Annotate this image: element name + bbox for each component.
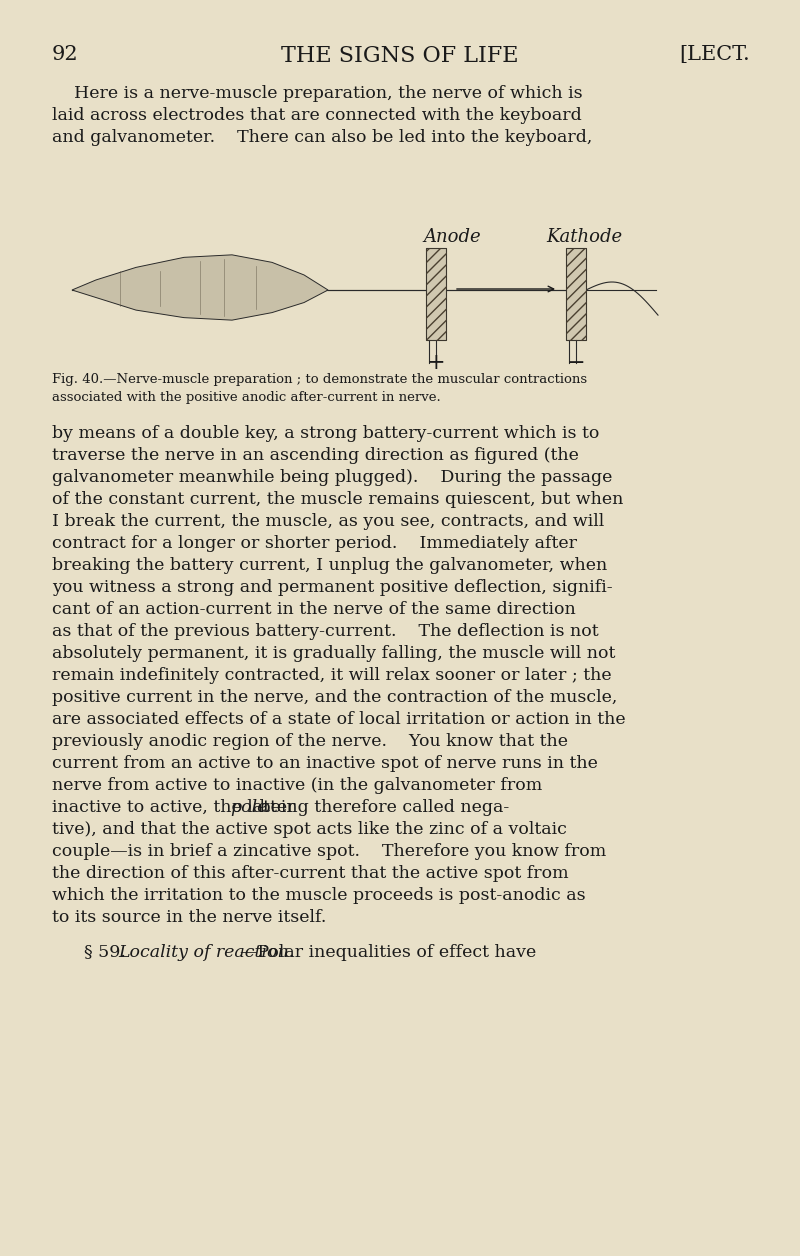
- Text: remain indefinitely contracted, it will relax sooner or later ; the: remain indefinitely contracted, it will …: [52, 667, 612, 685]
- Text: galvanometer meanwhile being plugged).    During the passage: galvanometer meanwhile being plugged). D…: [52, 468, 612, 486]
- Text: tive), and that the active spot acts like the zinc of a voltaic: tive), and that the active spot acts lik…: [52, 821, 567, 838]
- Text: Anode: Anode: [423, 229, 481, 246]
- Text: you witness a strong and permanent positive deflection, signifi-: you witness a strong and permanent posit…: [52, 579, 613, 597]
- Text: by means of a double key, a strong battery-current which is to: by means of a double key, a strong batte…: [52, 425, 599, 442]
- Text: current from an active to an inactive spot of nerve runs in the: current from an active to an inactive sp…: [52, 755, 598, 772]
- Text: being therefore called nega-: being therefore called nega-: [254, 799, 509, 816]
- Text: to its source in the nerve itself.: to its source in the nerve itself.: [52, 909, 326, 926]
- Text: of the constant current, the muscle remains quiescent, but when: of the constant current, the muscle rema…: [52, 491, 623, 507]
- Text: Here is a nerve-muscle preparation, the nerve of which is: Here is a nerve-muscle preparation, the …: [52, 85, 582, 102]
- Text: inactive to active, the latter: inactive to active, the latter: [52, 799, 301, 816]
- Text: +: +: [426, 352, 446, 374]
- Text: Kathode: Kathode: [546, 229, 622, 246]
- Text: [LECT.: [LECT.: [679, 45, 750, 64]
- Text: previously anodic region of the nerve.    You know that the: previously anodic region of the nerve. Y…: [52, 734, 568, 750]
- Bar: [426, 247, 446, 340]
- Text: —Polar inequalities of effect have: —Polar inequalities of effect have: [239, 943, 536, 961]
- Text: pole: pole: [230, 799, 268, 816]
- Text: which the irritation to the muscle proceeds is post-anodic as: which the irritation to the muscle proce…: [52, 887, 586, 904]
- Bar: [566, 247, 586, 340]
- Text: couple—is in brief a zincative spot.    Therefore you know from: couple—is in brief a zincative spot. The…: [52, 843, 606, 860]
- Text: positive current in the nerve, and the contraction of the muscle,: positive current in the nerve, and the c…: [52, 690, 618, 706]
- Text: Locality of reaction.: Locality of reaction.: [118, 943, 295, 961]
- Text: traverse the nerve in an ascending direction as figured (the: traverse the nerve in an ascending direc…: [52, 447, 579, 463]
- Text: the direction of this after-current that the active spot from: the direction of this after-current that…: [52, 865, 569, 882]
- Text: absolutely permanent, it is gradually falling, the muscle will not: absolutely permanent, it is gradually fa…: [52, 646, 615, 662]
- Text: 92: 92: [52, 45, 78, 64]
- Text: Fig. 40.—Nerve-muscle preparation ; to demonstrate the muscular contractions
ass: Fig. 40.—Nerve-muscle preparation ; to d…: [52, 373, 587, 404]
- Text: I break the current, the muscle, as you see, contracts, and will: I break the current, the muscle, as you …: [52, 512, 604, 530]
- Text: cant of an action-current in the nerve of the same direction: cant of an action-current in the nerve o…: [52, 602, 576, 618]
- Text: are associated effects of a state of local irritation or action in the: are associated effects of a state of loc…: [52, 711, 626, 728]
- Text: nerve from active to inactive (in the galvanometer from: nerve from active to inactive (in the ga…: [52, 777, 542, 794]
- Text: −: −: [566, 352, 586, 374]
- Text: breaking the battery current, I unplug the galvanometer, when: breaking the battery current, I unplug t…: [52, 556, 607, 574]
- Text: and galvanometer.    There can also be led into the keyboard,: and galvanometer. There can also be led …: [52, 129, 592, 146]
- Text: as that of the previous battery-current.    The deflection is not: as that of the previous battery-current.…: [52, 623, 598, 641]
- Text: THE SIGNS OF LIFE: THE SIGNS OF LIFE: [282, 45, 518, 67]
- Text: § 59.: § 59.: [84, 943, 131, 961]
- Text: contract for a longer or shorter period.    Immediately after: contract for a longer or shorter period.…: [52, 535, 577, 551]
- Polygon shape: [72, 255, 328, 320]
- Text: laid across electrodes that are connected with the keyboard: laid across electrodes that are connecte…: [52, 107, 582, 124]
